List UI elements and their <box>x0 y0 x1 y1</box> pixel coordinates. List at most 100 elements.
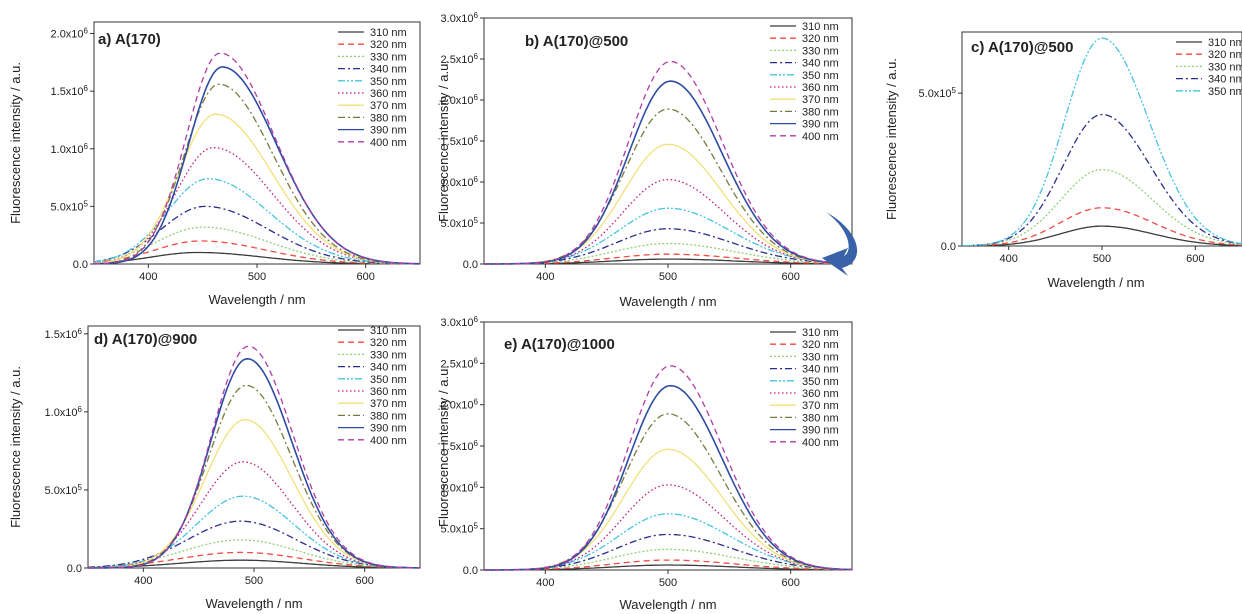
legend-label: 370 nm <box>802 400 839 412</box>
legend-label: 390 nm <box>802 119 839 131</box>
series-line-360nm <box>484 178 853 265</box>
legend-label: 360 nm <box>370 386 407 398</box>
y-tick-label: 1.5x106 <box>441 134 479 149</box>
x-axis-label: Wavelength / nm <box>205 596 302 611</box>
y-tick-label: 0.0 <box>73 259 88 271</box>
legend-label: 310 nm <box>802 21 839 33</box>
legend-label: 400 nm <box>370 137 407 149</box>
y-tick-label: 5.0x105 <box>919 86 957 101</box>
x-tick-label: 600 <box>781 577 799 589</box>
legend-label: 350 nm <box>1208 86 1242 98</box>
legend-label: 380 nm <box>802 106 839 118</box>
legend-label: 390 nm <box>802 425 839 437</box>
legend-label: 400 nm <box>370 435 407 447</box>
legend-label: 310 nm <box>370 325 407 337</box>
series-line-350nm <box>88 495 420 569</box>
plot-frame <box>483 17 853 265</box>
legend-label: 340 nm <box>1208 74 1242 86</box>
x-tick-label: 500 <box>245 575 263 587</box>
y-tick-label: 2.5x106 <box>441 356 479 371</box>
chart-panel-b: 400 500 600 0.0 5.0x105 1.0x106 1.5x106 2.0x106… <box>436 11 853 309</box>
x-tick-label: 600 <box>1186 253 1204 265</box>
chart-panel-d: 400 500 600 0.0 5.0x105 1.0x106 1.5x106 d) A(17… <box>8 325 421 611</box>
y-tick-label: 2.5x106 <box>441 52 479 67</box>
x-tick-label: 400 <box>536 271 554 283</box>
legend-label: 380 nm <box>370 410 407 422</box>
legend-label: 350 nm <box>370 374 407 386</box>
legend-label: 330 nm <box>802 351 839 363</box>
series-line-340nm <box>962 113 1242 246</box>
legend-label: 330 nm <box>802 45 839 57</box>
legend-label: 380 nm <box>370 112 407 124</box>
panel-title: c) A(170)@500 <box>971 39 1073 56</box>
series-line-330nm <box>962 168 1242 246</box>
panel-title: e) A(170)@1000 <box>504 336 615 353</box>
series-line-320nm <box>484 559 853 571</box>
y-tick-label: 5.0x105 <box>441 521 479 536</box>
series-line-350nm <box>962 37 1242 246</box>
series-line-380nm <box>484 413 852 571</box>
y-tick-label: 3.0x106 <box>441 315 479 330</box>
series-line-340nm <box>88 520 421 569</box>
legend-label: 330 nm <box>1208 61 1242 73</box>
x-axis-label: Wavelength / nm <box>619 294 716 309</box>
chart-panel-e: 400 500 600 0.0 5.0x105 1.0x106 1.5x106 2.0x106… <box>436 315 853 612</box>
legend-label: 320 nm <box>370 337 407 349</box>
legend-label: 340 nm <box>370 64 407 76</box>
x-tick-label: 500 <box>1093 253 1111 265</box>
series-line-340nm <box>93 205 420 265</box>
legend-label: 370 nm <box>370 398 407 410</box>
y-tick-label: 0.0 <box>463 565 478 577</box>
x-axis-label: Wavelength / nm <box>208 292 305 307</box>
legend-label: 370 nm <box>370 100 407 112</box>
legend-label: 310 nm <box>370 27 407 39</box>
y-tick-label: 2.0x106 <box>51 26 89 41</box>
legend-label: 390 nm <box>370 423 407 435</box>
series-line-310nm <box>87 559 420 569</box>
y-axis-label: Fluorescence intensity / a.u. <box>884 58 899 220</box>
x-tick-label: 600 <box>355 575 373 587</box>
y-tick-label: 1.5x106 <box>51 84 89 99</box>
y-tick-label: 1.5x106 <box>441 439 479 454</box>
panel-title: b) A(170)@500 <box>525 33 628 50</box>
series-line-360nm <box>484 484 853 571</box>
series-line-400nm <box>484 365 853 571</box>
legend-label: 400 nm <box>802 131 839 143</box>
y-tick-label: 5.0x105 <box>51 199 89 214</box>
y-tick-label: 1.0x106 <box>441 175 479 190</box>
y-tick-label: 5.0x105 <box>45 482 83 497</box>
legend-label: 320 nm <box>802 339 839 351</box>
x-tick-label: 400 <box>139 271 157 283</box>
x-tick-label: 600 <box>781 271 799 283</box>
chart-panel-c: 400 500 600 0.0 5.0x105 c) A(170)@500 Waveleng… <box>884 31 1242 290</box>
legend-label: 350 nm <box>802 376 839 388</box>
legend-label: 360 nm <box>370 88 407 100</box>
chart-panel-a: 400 500 600 0.0 5.0x105 1.0x106 1.5x106 2.0x106… <box>8 21 421 307</box>
legend-label: 330 nm <box>370 349 407 361</box>
series-line-320nm <box>962 207 1242 246</box>
y-tick-label: 0.0 <box>67 563 82 575</box>
legend-label: 370 nm <box>802 94 839 106</box>
legend-label: 400 nm <box>802 437 839 449</box>
y-tick-label: 1.5x106 <box>45 326 83 341</box>
series-line-320nm <box>484 253 853 265</box>
series-line-400nm <box>484 60 853 265</box>
y-tick-label: 5.0x105 <box>441 216 479 231</box>
series-line-330nm <box>87 539 420 569</box>
legend-label: 390 nm <box>370 125 407 137</box>
legend-label: 340 nm <box>370 362 407 374</box>
series-line-310nm <box>962 225 1242 246</box>
legend-label: 340 nm <box>802 58 839 70</box>
series-line-400nm <box>94 52 421 265</box>
x-tick-label: 500 <box>659 271 677 283</box>
legend-label: 330 nm <box>370 51 407 63</box>
y-tick-label: 3.0x106 <box>441 11 479 26</box>
legend-label: 360 nm <box>802 82 839 94</box>
panel-title: a) A(170) <box>98 31 161 48</box>
y-tick-label: 2.0x106 <box>441 397 479 412</box>
x-tick-label: 600 <box>356 271 374 283</box>
series-line-360nm <box>88 461 421 569</box>
